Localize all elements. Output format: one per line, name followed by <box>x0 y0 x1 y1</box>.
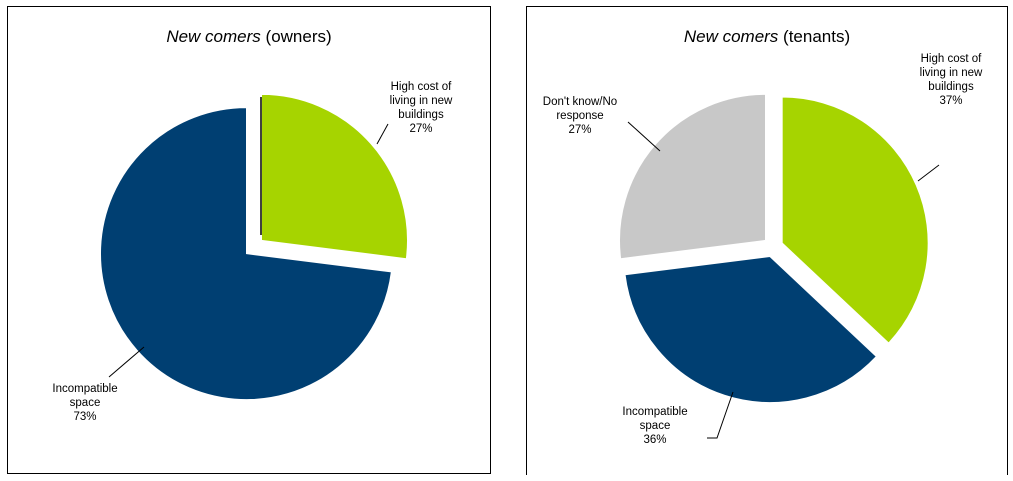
chart-title-italic: New comers <box>166 27 261 46</box>
leader-line <box>707 391 734 439</box>
pie-chart-tenants: High cost of living in new buildings 37% Inc… <box>543 53 983 446</box>
chart-title-italic: New comers <box>683 27 779 46</box>
slice-label: Incompatible space 73% <box>52 383 117 423</box>
pie-slice-0 <box>261 93 408 260</box>
chart-panel-owners: New comers (owners) High cost of living i… <box>7 6 491 474</box>
leader-line <box>627 121 661 152</box>
chart-title: New comers (tenants) <box>527 27 1007 47</box>
chart-title-rest: (owners) <box>265 27 332 46</box>
slice-label: Incompatible space 36% <box>622 406 687 446</box>
pie-slice-0 <box>781 96 929 344</box>
pie-chart-owners: High cost of living in new buildings 27% Inc… <box>52 81 453 423</box>
pie-slice-1 <box>100 107 392 401</box>
slice-label: Don't know/No response 27% <box>543 96 617 136</box>
slice-label: High cost of living in new buildings 27% <box>390 81 453 135</box>
pie-slice-1 <box>624 255 878 404</box>
leader-line <box>917 164 940 182</box>
leader-line <box>108 346 145 378</box>
chart-title-rest: (tenants) <box>783 27 851 46</box>
chart-panel-tenants: New comers (tenants) High cost of living … <box>526 6 1008 475</box>
slice-label: High cost of living in new buildings 37% <box>920 53 983 107</box>
pie-slice-2 <box>619 93 766 260</box>
leader-line <box>376 123 389 145</box>
chart-title: New comers (owners) <box>8 27 490 47</box>
